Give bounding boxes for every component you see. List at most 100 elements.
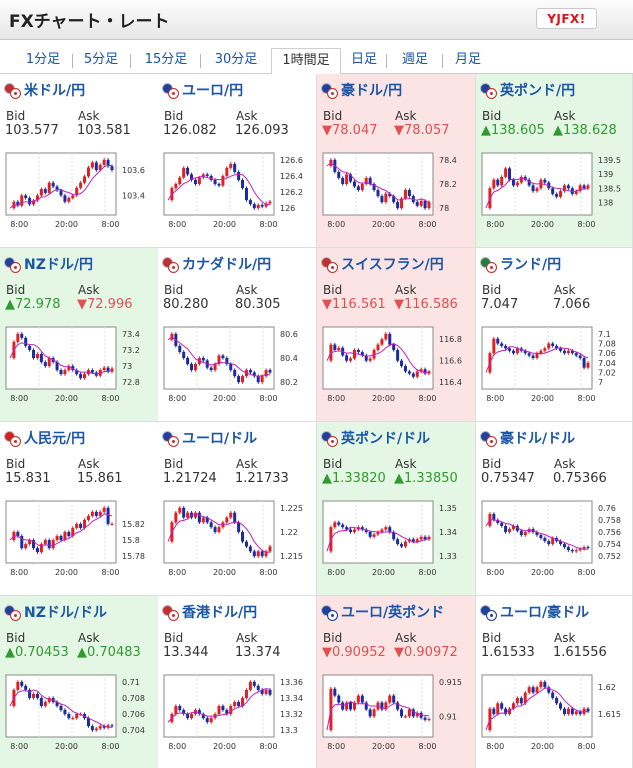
candle-body	[59, 706, 63, 711]
x-tick-label: 8:00	[168, 394, 186, 403]
candle-body	[67, 197, 71, 202]
candle-body	[186, 714, 190, 719]
pair-name-link[interactable]: NZドル/ドル	[24, 605, 107, 621]
y-tick-label: 1.34	[439, 528, 457, 537]
candle-body	[186, 358, 190, 365]
candle-body	[264, 551, 268, 557]
currency-cell[interactable]: 英ポンド/円 Bid Ask ▲138.605 ▲138.628 139.5 139 138.…	[476, 74, 633, 248]
candle-body	[415, 371, 419, 377]
pair-header: 英ポンド/円	[480, 83, 575, 99]
currency-cell[interactable]: ユーロ/英ポンド Bid Ask ▼0.90952 ▼0.90972 0.915 0.91 8…	[317, 596, 476, 768]
candle-body	[551, 538, 555, 545]
tab-8[interactable]: 月足	[454, 52, 481, 67]
candle-body	[237, 171, 241, 180]
candle-body	[225, 710, 229, 715]
currency-cell[interactable]: 香港ドル/円 Bid Ask 13.344 13.374 13.36 13.34 13.32 1…	[158, 596, 317, 768]
y-tick-label: 15.8	[122, 536, 140, 545]
pair-name-link[interactable]: 英ポンド/円	[500, 83, 576, 99]
candle-body	[94, 728, 98, 731]
candle-body	[217, 184, 221, 186]
pair-name-link[interactable]: 豪ドル/ドル	[500, 431, 576, 447]
tab-7[interactable]: 週足	[401, 52, 428, 67]
currency-cell[interactable]: スイスフラン/円 Bid Ask ▼116.561 ▼116.586 116.8 116.6…	[317, 248, 476, 422]
currency-cell[interactable]: 人民元/円 Bid Ask 15.831 15.861 15.82 15.8 15.78 8:0…	[0, 422, 159, 596]
currency-cell[interactable]: ユーロ/ドル Bid Ask 1.21724 1.21733 1.225 1.22 1.215…	[158, 422, 317, 596]
tab-1[interactable]: 1分足	[25, 52, 61, 67]
price-chart[interactable]: 1.351.341.338:00 20:00 8:00	[321, 499, 473, 581]
candle-body	[248, 546, 252, 552]
pair-name-link[interactable]: 香港ドル/円	[182, 605, 258, 621]
tab-2[interactable]: 5分足	[83, 52, 119, 67]
yjfx-logo[interactable]: YJFX!	[536, 8, 597, 29]
price-chart[interactable]: 139.5 139 138.5 138 8:00 20:00 8:00	[480, 151, 632, 233]
candle-body	[28, 540, 32, 545]
candle-body	[241, 532, 245, 542]
x-tick-label: 20:00	[213, 394, 236, 403]
pair-name-link[interactable]: NZドル/円	[24, 257, 93, 273]
candle-body	[496, 519, 500, 523]
candle-body	[90, 370, 94, 373]
ask-label: Ask	[395, 109, 417, 123]
currency-cell[interactable]: 豪ドル/円 Bid Ask ▼78.047 ▼78.057 78.4 78.2 78 8:00 2…	[317, 74, 476, 248]
candle-body	[352, 702, 356, 710]
pair-name-link[interactable]: スイスフラン/円	[341, 257, 444, 273]
tab-3[interactable]: 15分足	[144, 52, 188, 67]
candle-body	[16, 532, 20, 537]
currency-cell[interactable]: NZドル/ドル Bid Ask ▲0.70453 ▲0.70483 0.71 0.708 0.…	[0, 596, 159, 768]
tab-5[interactable]: 1時間足	[271, 48, 341, 75]
price-chart[interactable]: 0.915 0.91 8:00 20:00 8:00	[321, 673, 473, 755]
price-chart[interactable]: 80.680.480.28:00 20:00 8:00	[162, 325, 314, 407]
currency-cell[interactable]: NZドル/円 Bid Ask ▲72.978 ▼72.996 73.4 73.2 73 72.8…	[0, 248, 159, 422]
tab-6[interactable]: 日足	[350, 52, 377, 67]
pair-name-link[interactable]: ユーロ/豪ドル	[500, 605, 590, 621]
pair-name-link[interactable]: ランド/円	[500, 257, 562, 273]
currency-cell[interactable]: ユーロ/豪ドル Bid Ask 1.61533 1.61556 1.62 1.615 8:00…	[476, 596, 633, 768]
candle-body	[256, 551, 260, 557]
currency-cell[interactable]: 豪ドル/ドル Bid Ask 0.75347 0.75366 0.76 0.758 0.756…	[476, 422, 633, 596]
currency-cell[interactable]: カナダドル/円 Bid Ask 80.280 80.305 80.6 80.4 80.2 8:0…	[158, 248, 317, 422]
candle-body	[504, 168, 508, 177]
pair-name-link[interactable]: 英ポンド/ドル	[341, 431, 431, 447]
currency-cell[interactable]: 米ドル/円 Bid Ask 103.577 103.581 103.6 103.4 8:00 2…	[0, 74, 159, 248]
x-tick-label: 8:00	[419, 742, 437, 751]
candle-body	[519, 697, 523, 704]
pair-header: 豪ドル/円	[321, 83, 402, 99]
candle-body	[229, 512, 233, 518]
pair-name-link[interactable]: ユーロ/円	[182, 83, 244, 99]
tab-4[interactable]: 30分足	[214, 52, 258, 67]
candle-body	[574, 711, 578, 715]
tab-separator	[130, 54, 131, 68]
currency-cell[interactable]: ランド/円 Bid Ask 7.047 7.066 7.1 7.08 7.06 7.04 7.02…	[476, 248, 633, 422]
candle-body	[515, 525, 519, 531]
pair-name-link[interactable]: 豪ドル/円	[341, 83, 403, 99]
pair-name-link[interactable]: 米ドル/円	[24, 83, 86, 99]
candle-body	[341, 524, 345, 528]
candle-body	[43, 540, 47, 545]
pair-name-link[interactable]: カナダドル/円	[182, 257, 272, 273]
pair-name-link[interactable]: ユーロ/ドル	[182, 431, 258, 447]
price-chart[interactable]: 103.6 103.4 8:00 20:00 8:00	[4, 151, 156, 233]
currency-cell[interactable]: 英ポンド/ドル Bid Ask ▲1.33820 ▲1.33850 1.35 1.34 1.3…	[317, 422, 476, 596]
price-chart[interactable]: 1.62 1.615 8:00 20:00 8:00	[480, 673, 632, 755]
candle-body	[225, 358, 229, 365]
currency-cell[interactable]: ユーロ/円 Bid Ask 126.082 126.093 126.6 126.4 126.2…	[158, 74, 317, 248]
candle-body	[551, 343, 555, 346]
pair-name-link[interactable]: ユーロ/英ポンド	[341, 605, 445, 621]
candle-body	[547, 541, 551, 545]
y-tick-label: 13.36	[280, 678, 303, 687]
candle-body	[233, 370, 237, 377]
candle-body	[252, 551, 256, 557]
x-tick-label: 20:00	[531, 220, 554, 229]
pair-name-link[interactable]: 人民元/円	[24, 431, 86, 447]
candle-body	[221, 175, 225, 186]
